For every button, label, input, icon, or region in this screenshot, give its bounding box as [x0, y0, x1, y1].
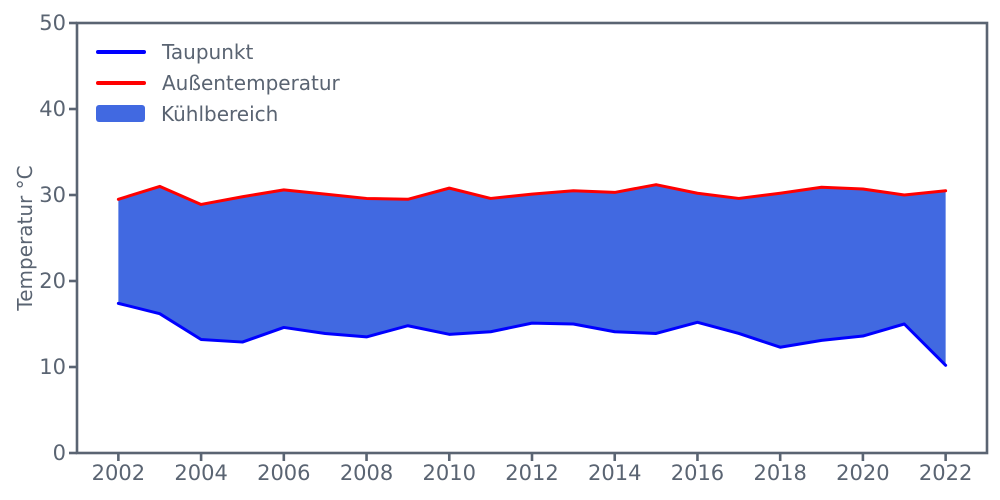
y-tick-label: 40 [39, 97, 66, 121]
kuehlbereich-area [118, 184, 946, 366]
legend-swatch-2 [96, 80, 146, 85]
x-tick-label: 2012 [505, 461, 558, 485]
x-tick-label: 2002 [92, 461, 145, 485]
legend-swatch-1 [96, 49, 146, 54]
taupunkt-line [116, 301, 948, 367]
y-tick-label: 10 [39, 355, 66, 379]
legend-item-kuehlbereich: Kühlbereich [96, 98, 340, 129]
x-tick-label: 2022 [919, 461, 972, 485]
x-tick-label: 2014 [588, 461, 641, 485]
x-tick-label: 2016 [671, 461, 724, 485]
legend-label-aussentemperatur: Außentemperatur [162, 70, 340, 95]
y-tick-label: 20 [39, 269, 66, 293]
x-tick-label: 2020 [836, 461, 889, 485]
x-tick-label: 2006 [257, 461, 310, 485]
legend-swatch-3 [96, 105, 145, 122]
legend-item-taupunkt: Taupunkt [96, 36, 340, 67]
legend: Taupunkt Außentemperatur Kühlbereich [96, 36, 340, 129]
legend-item-aussentemperatur: Außentemperatur [96, 67, 340, 98]
x-tick-label: 2008 [340, 461, 393, 485]
y-tick-label: 50 [39, 11, 66, 35]
x-tick-label: 2018 [753, 461, 806, 485]
x-tick-label: 2010 [423, 461, 476, 485]
legend-label-kuehlbereich: Kühlbereich [161, 101, 279, 126]
x-tick-label: 2004 [174, 461, 227, 485]
legend-label-taupunkt: Taupunkt [162, 39, 254, 64]
y-tick-label: 30 [39, 183, 66, 207]
y-axis-label: Temperatur °C [13, 165, 37, 311]
aussentemperatur-line [116, 183, 948, 206]
y-tick-label: 0 [53, 441, 66, 465]
